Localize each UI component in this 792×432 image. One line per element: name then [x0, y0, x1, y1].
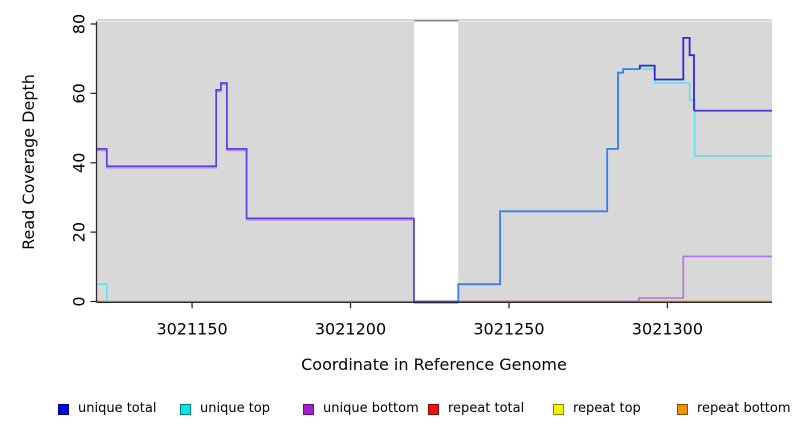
legend-swatch-unique-top: [180, 403, 191, 415]
legend-swatch-repeat-total: [428, 403, 439, 415]
legend-item-unique-top: unique top: [180, 402, 270, 416]
legend-swatch-repeat-bottom: [677, 403, 688, 415]
x-tick-label: 3021300: [632, 320, 703, 339]
y-tick-label: 0: [70, 296, 89, 306]
legend-item-repeat-top: repeat top: [553, 402, 641, 416]
legend-label-repeat-top: repeat top: [573, 401, 641, 416]
series-unique-bottom-left: [97, 83, 459, 304]
legend-swatch-unique-total: [58, 403, 69, 415]
legend-swatch-unique-bottom: [303, 403, 314, 415]
legend-label-unique-bottom: unique bottom: [323, 401, 419, 416]
legend-label-repeat-bottom: repeat bottom: [697, 401, 791, 416]
legend-label-unique-total: unique total: [78, 401, 157, 416]
legend-item-unique-bottom: unique bottom: [303, 402, 419, 416]
masked-gap-region: [413, 21, 459, 301]
legend-label-unique-top: unique top: [200, 401, 271, 416]
legend-swatch-repeat-top: [553, 403, 564, 415]
series-unique-top-left: [97, 283, 113, 303]
y-tick-label: 20: [70, 222, 89, 242]
legend: unique total unique top unique bottom repea…: [0, 400, 792, 424]
y-tick-label: 60: [70, 83, 89, 103]
y-axis-title: Read Coverage Depth: [19, 74, 38, 250]
series-unique-bottom-right: [458, 255, 772, 303]
legend-item-repeat-bottom: repeat bottom: [677, 402, 791, 416]
y-tick-label: 80: [70, 14, 89, 34]
series-unique-total-right-peak: [639, 37, 695, 111]
series-unique-total-left: [97, 82, 459, 303]
legend-item-repeat-total: repeat total: [428, 402, 524, 416]
legend-item-unique-total: unique total: [58, 402, 156, 416]
x-tick-label: 3021250: [473, 320, 544, 339]
x-tick-label: 3021200: [315, 320, 386, 339]
y-tick-label: 40: [70, 153, 89, 173]
x-tick-label: 3021150: [156, 320, 227, 339]
legend-label-repeat-total: repeat total: [448, 401, 525, 416]
x-axis-title: Coordinate in Reference Genome: [301, 355, 567, 374]
series-unique-total-right-rise: [457, 68, 640, 302]
